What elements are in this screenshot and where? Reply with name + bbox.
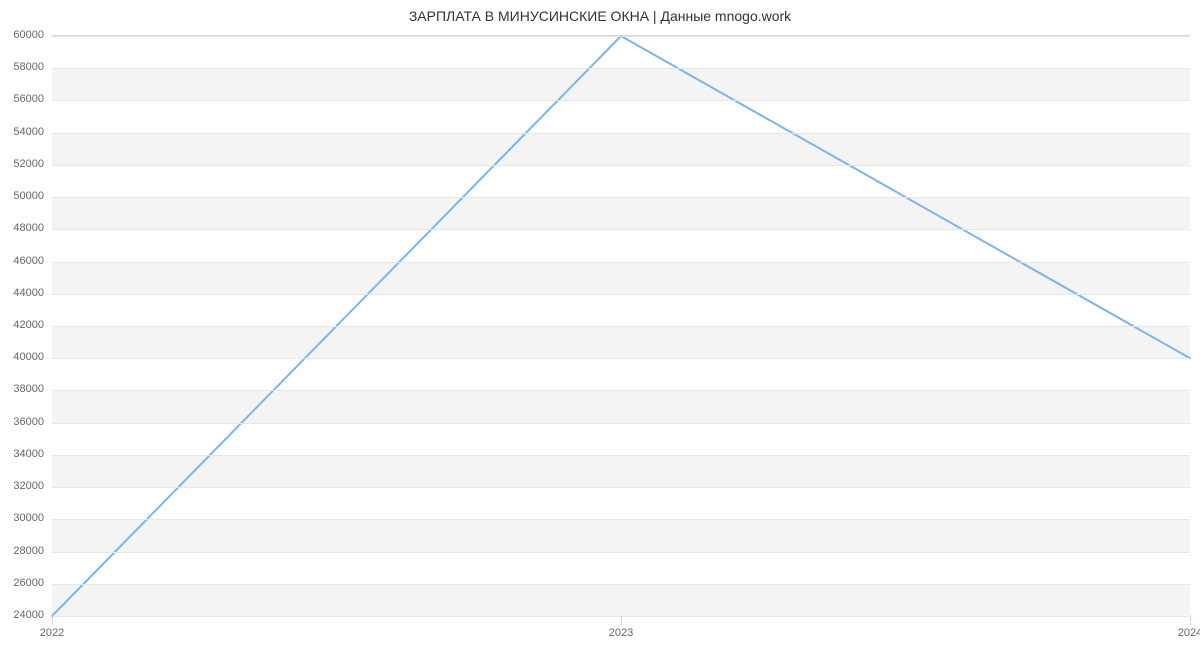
y-tick-label: 32000 — [4, 480, 44, 492]
y-gridline — [52, 326, 1190, 327]
y-gridline — [52, 165, 1190, 166]
y-gridline — [52, 584, 1190, 585]
x-tick-mark — [52, 615, 53, 625]
y-tick-label: 24000 — [4, 609, 44, 621]
y-tick-label: 60000 — [4, 29, 44, 41]
x-tick-label: 2024 — [1178, 627, 1200, 639]
y-tick-label: 46000 — [4, 255, 44, 267]
y-gridline — [52, 487, 1190, 488]
x-tick-mark — [621, 615, 622, 625]
y-tick-label: 56000 — [4, 93, 44, 105]
y-gridline — [52, 100, 1190, 101]
y-gridline — [52, 68, 1190, 69]
y-tick-label: 42000 — [4, 319, 44, 331]
salary-line-chart: ЗАРПЛАТА В МИНУСИНСКИЕ ОКНА | Данные mno… — [0, 0, 1200, 650]
x-tick-mark — [1190, 615, 1191, 625]
y-tick-label: 40000 — [4, 351, 44, 363]
y-tick-label: 48000 — [4, 222, 44, 234]
y-tick-label: 34000 — [4, 448, 44, 460]
y-gridline — [52, 229, 1190, 230]
y-gridline — [52, 552, 1190, 553]
y-tick-label: 44000 — [4, 287, 44, 299]
y-gridline — [52, 133, 1190, 134]
y-tick-label: 50000 — [4, 190, 44, 202]
y-gridline — [52, 262, 1190, 263]
y-gridline — [52, 519, 1190, 520]
x-tick-label: 2022 — [40, 627, 64, 639]
y-gridline — [52, 423, 1190, 424]
y-tick-label: 52000 — [4, 158, 44, 170]
y-tick-label: 36000 — [4, 416, 44, 428]
y-tick-label: 58000 — [4, 61, 44, 73]
y-tick-label: 26000 — [4, 577, 44, 589]
y-tick-label: 38000 — [4, 383, 44, 395]
x-tick-label: 2023 — [609, 627, 633, 639]
chart-title: ЗАРПЛАТА В МИНУСИНСКИЕ ОКНА | Данные mno… — [0, 8, 1200, 24]
y-gridline — [52, 455, 1190, 456]
y-gridline — [52, 294, 1190, 295]
y-gridline — [52, 36, 1190, 37]
y-gridline — [52, 358, 1190, 359]
y-tick-label: 54000 — [4, 126, 44, 138]
y-tick-label: 30000 — [4, 512, 44, 524]
y-tick-label: 28000 — [4, 545, 44, 557]
y-gridline — [52, 390, 1190, 391]
y-gridline — [52, 197, 1190, 198]
plot-area — [52, 35, 1190, 617]
